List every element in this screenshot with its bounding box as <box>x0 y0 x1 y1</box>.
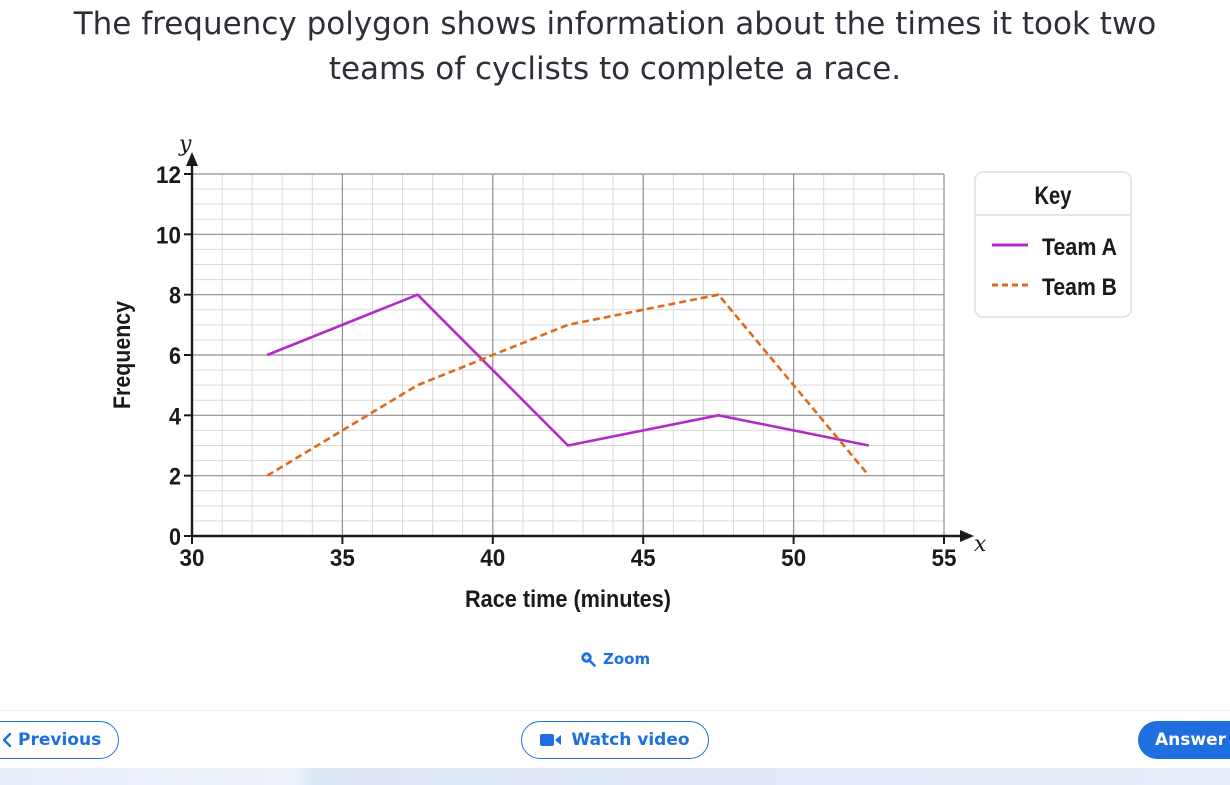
previous-label: Previous <box>18 730 102 750</box>
zoom-label: Zoom <box>603 650 651 668</box>
y-axis-arrow <box>186 152 198 166</box>
tick-labels: 30 35 40 45 50 55 0 2 4 6 8 10 12 <box>156 162 957 572</box>
x-tick-label: 30 <box>180 545 205 572</box>
footer-divider <box>0 710 1230 711</box>
watch-video-label: Watch video <box>571 730 690 750</box>
y-axis-label: Frequency <box>109 300 136 409</box>
y-tick-label: 10 <box>156 222 181 249</box>
x-tick-label: 50 <box>781 545 806 572</box>
y-tick-label: 2 <box>169 464 181 491</box>
previous-button[interactable]: Previous <box>0 721 119 759</box>
watch-video-button[interactable]: Watch video <box>521 721 709 759</box>
chevron-left-icon <box>1 732 13 748</box>
question-line-2: teams of cyclists to complete a race. <box>328 51 902 87</box>
y-tick-label: 6 <box>169 343 181 370</box>
series-line-team-a <box>266 293 870 447</box>
x-tick-label: 35 <box>330 545 355 572</box>
x-tick-label: 55 <box>932 545 957 572</box>
y-tick-label: 4 <box>169 403 182 430</box>
question-text: The frequency polygon shows information … <box>0 2 1230 92</box>
legend-label-team-a: Team A <box>1042 234 1117 261</box>
y-tick-label: 0 <box>169 524 181 551</box>
zoom-icon <box>580 651 596 667</box>
grid-major <box>192 173 945 536</box>
y-tick-label: 12 <box>156 162 181 189</box>
x-axis-symbol: x <box>974 532 987 557</box>
answer-button[interactable]: Answer <box>1138 721 1230 759</box>
x-tick-label: 45 <box>631 545 656 572</box>
y-axis-symbol: y <box>178 132 192 157</box>
frequency-polygon-chart: 30 35 40 45 50 55 0 2 4 6 8 10 12 Race time (minutes… <box>109 132 1132 613</box>
legend-box <box>974 171 1132 318</box>
axes <box>184 152 974 544</box>
legend: Key Team A Team B <box>974 171 1132 318</box>
question-line-1: The frequency polygon shows information … <box>73 6 1157 42</box>
series-lines <box>266 293 870 477</box>
y-tick-label: 8 <box>169 283 181 310</box>
answer-label: Answer <box>1155 730 1226 750</box>
video-camera-icon <box>540 733 562 747</box>
x-tick-label: 40 <box>480 545 505 572</box>
zoom-button[interactable]: Zoom <box>580 648 650 670</box>
legend-title: Key <box>1035 182 1072 210</box>
x-axis-arrow <box>960 530 974 542</box>
bottom-band <box>0 768 1230 785</box>
x-axis-label: Race time (minutes) <box>465 586 671 613</box>
legend-label-team-b: Team B <box>1042 274 1117 301</box>
